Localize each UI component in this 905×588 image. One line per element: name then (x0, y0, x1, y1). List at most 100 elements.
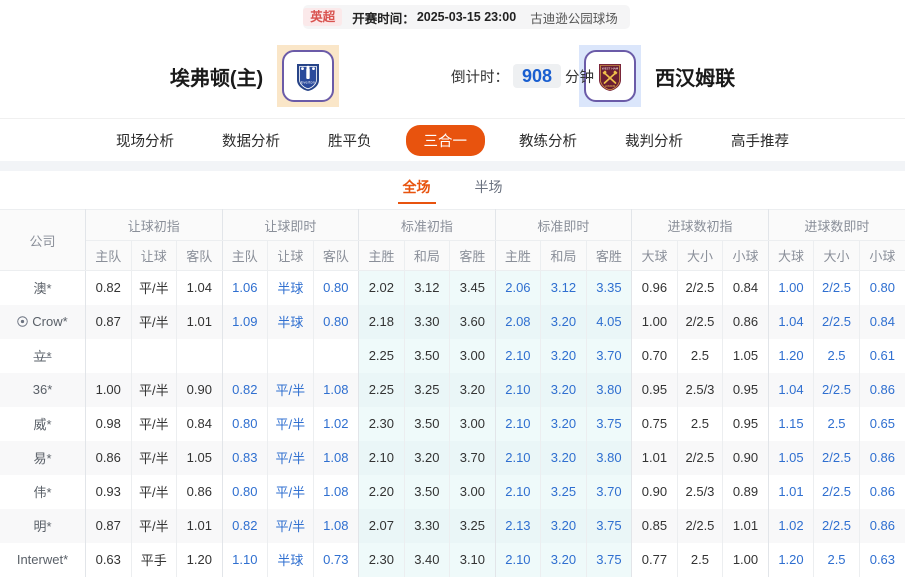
table-row[interactable]: 36* 1.00 平/半 0.90 0.82 平/半 1.08 2.25 3.25 3.20 2.1… (0, 372, 905, 407)
table-row[interactable]: Interwet* 0.63 平手 1.20 1.10 半球 0.73 2.30 3.40 3.1… (0, 542, 905, 577)
odds-cell-0-0: 0.98 (85, 406, 132, 441)
odds-cell-5-2: 0.84 (869, 314, 896, 329)
odds-cell-3-1: 3.20 (540, 542, 587, 577)
odds-cell-5-2: 0.80 (869, 280, 896, 296)
col-header-2-1: 和局 (404, 240, 451, 271)
match-info-pill: 英超 开赛时间： 2025-03-15 23:00 古迪逊公园球场 (303, 5, 630, 29)
period-tab-1[interactable]: 半场 (474, 178, 503, 195)
odds-cell-1-0: 0.80 (222, 406, 269, 441)
odds-cell-3-2: 3.80 (586, 372, 633, 407)
odds-cell-2-0: 2.07 (358, 508, 405, 543)
table-row[interactable]: 易* 0.86 平/半 1.05 0.83 平/半 1.08 2.10 3.20 3.70 2.10… (0, 440, 905, 475)
odds-cell-2-1: 3.50 (404, 474, 451, 509)
odds-cell-0-1: 平/半 (131, 508, 178, 543)
table-row[interactable]: 威* 0.98 平/半 0.84 0.80 平/半 1.02 2.30 3.50 3.00 2.10… (0, 406, 905, 441)
group-header-3: 标准即时 (495, 209, 633, 241)
odds-cell-0-1: 平/半 (131, 474, 178, 509)
odds-cell-0-0 (85, 338, 132, 373)
odds-cell-0-0: 0.87 (85, 508, 132, 543)
odds-cell-2-0: 2.30 (358, 406, 405, 441)
odds-cell-3-0: 2.10 (495, 440, 542, 475)
away-team-name: 西汉姆联 (655, 67, 736, 90)
bookmaker-cell[interactable]: 立* (0, 338, 86, 373)
teams-header: 埃弗顿(主) Everton 倒计时： 908 分钟 (0, 34, 905, 118)
col-header-4-2: 小球 (722, 240, 769, 271)
odds-cell-2-1: 3.50 (404, 338, 451, 373)
odds-cell-1-1: 平/半 (267, 440, 314, 475)
tab-6[interactable]: 高手推荐 (731, 133, 789, 150)
odds-cell-0-1: 平/半 (131, 372, 178, 407)
bookmaker-name: 伟* (33, 485, 52, 500)
odds-cell-4-1: 2/2.5 (677, 270, 724, 305)
odds-cell-1-0 (222, 338, 269, 373)
table-row[interactable]: 明* 0.87 平/半 1.01 0.82 平/半 1.08 2.07 3.30 3.25 2.13… (0, 508, 905, 543)
bookmaker-cell[interactable]: 易* (0, 440, 86, 475)
odds-cell-4-2: 1.01 (722, 508, 769, 543)
svg-text:LONDON: LONDON (605, 85, 616, 88)
odds-cell-1-0: 1.09 (222, 304, 269, 339)
col-header-3-1: 和局 (540, 240, 587, 271)
odds-cell-3-2: 3.35 (586, 270, 633, 305)
odds-cell-0-1: 平/半 (131, 304, 178, 339)
odds-cell-0-2: 1.05 (176, 440, 223, 475)
odds-cell-0-1: 平/半 (131, 440, 178, 475)
odds-cell-1-1: 半球 (267, 270, 314, 305)
odds-cell-5-2: 0.63 (869, 552, 896, 567)
col-header-0-1: 让球 (131, 240, 178, 271)
odds-table-head: 公司 让球初指 让球即时 标准初指 标准即时 进球数初指 进球数即时 主队 让球 客队 主队 让球… (0, 209, 905, 271)
tab-0[interactable]: 现场分析 (116, 133, 174, 150)
col-header-4-1: 大小 (677, 240, 724, 271)
col-header-0-2: 客队 (176, 240, 223, 271)
odds-cell-1-0: 0.82 (222, 508, 269, 543)
table-row[interactable]: 立* 2.25 3.50 3.00 2.10 3.20 3.70 0.70 2.5 1.05 1.2… (0, 338, 905, 373)
odds-cell-2-1: 3.30 (404, 508, 451, 543)
westham-crest-icon: WEST HAM LONDON (579, 45, 642, 107)
odds-cell-3-2: 3.70 (586, 338, 633, 373)
tab-5[interactable]: 裁判分析 (625, 133, 683, 150)
odds-cell-4-0: 0.85 (631, 508, 678, 543)
countdown-label: 倒计时： (451, 69, 509, 86)
odds-cell-0-2: 1.04 (176, 270, 223, 305)
countdown-unit: 分钟 (565, 69, 595, 86)
odds-cell-5-0: 1.02 (768, 508, 815, 543)
odds-cell-4-1: 2.5/3 (677, 372, 724, 407)
odds-cell-2-2: 3.00 (449, 474, 496, 509)
odds-cell-3-0: 2.13 (495, 508, 542, 543)
odds-cell-2-0: 2.25 (358, 338, 405, 373)
away-team[interactable]: WEST HAM LONDON 西汉姆联 (579, 45, 735, 107)
bookmaker-cell[interactable]: Crow* (0, 304, 86, 339)
odds-cell-3-1: 3.20 (540, 372, 587, 407)
table-row[interactable]: Crow* 0.87 平/半 1.01 1.09 半球 0.80 2.18 3.30 3.60 2.… (0, 304, 905, 339)
column-header-row: 主队 让球 客队 主队 让球 客队 主胜 和局 客胜 主胜 和局 客胜 大球 大小 小球 大球 大小 小球 (0, 240, 905, 271)
odds-cell-1-2: 1.08 (313, 372, 360, 407)
tab-2[interactable]: 胜平负 (328, 133, 372, 150)
odds-cell-4-0: 0.95 (631, 372, 678, 407)
tab-1[interactable]: 数据分析 (222, 133, 280, 150)
odds-cell-2-2: 3.10 (449, 542, 496, 577)
bookmaker-cell[interactable]: Interwet* (0, 542, 86, 577)
odds-cell-2-0: 2.30 (358, 542, 405, 577)
table-row[interactable]: 伟* 0.93 平/半 0.86 0.80 平/半 1.08 2.20 3.50 3.00 2.10… (0, 474, 905, 509)
tab-3[interactable]: 三合一 (405, 124, 485, 156)
bookmaker-cell[interactable]: 36* (0, 372, 86, 407)
tab-4[interactable]: 教练分析 (519, 133, 577, 150)
bookmaker-cell[interactable]: 伟* (0, 474, 86, 509)
odds-cell-3-0: 2.10 (495, 406, 542, 441)
odds-cell-2-1: 3.40 (404, 542, 451, 577)
odds-cell-5-0: 1.04 (768, 372, 815, 407)
table-row[interactable]: 澳* 0.82 平/半 1.04 1.06 半球 0.80 2.02 3.12 3.45 2.06 3… (0, 270, 905, 305)
bookmaker-cell[interactable]: 明* (0, 508, 86, 543)
odds-cell-0-0: 0.63 (85, 542, 132, 577)
odds-cell-3-2: 3.75 (586, 508, 633, 543)
col-header-4-0: 大球 (631, 240, 678, 271)
home-team[interactable]: 埃弗顿(主) Everton (170, 45, 340, 107)
odds-cell-1-1 (267, 338, 314, 373)
bookmaker-cell[interactable]: 澳* (0, 270, 86, 305)
bookmaker-name: 易* (33, 451, 52, 466)
period-tab-0[interactable]: 全场 (397, 177, 436, 204)
bookmaker-cell[interactable]: 威* (0, 406, 86, 441)
odds-cell-5-2: 0.86 (869, 450, 896, 465)
odds-cell-4-1: 2.5 (677, 406, 724, 441)
odds-cell-3-0: 2.10 (495, 542, 542, 577)
